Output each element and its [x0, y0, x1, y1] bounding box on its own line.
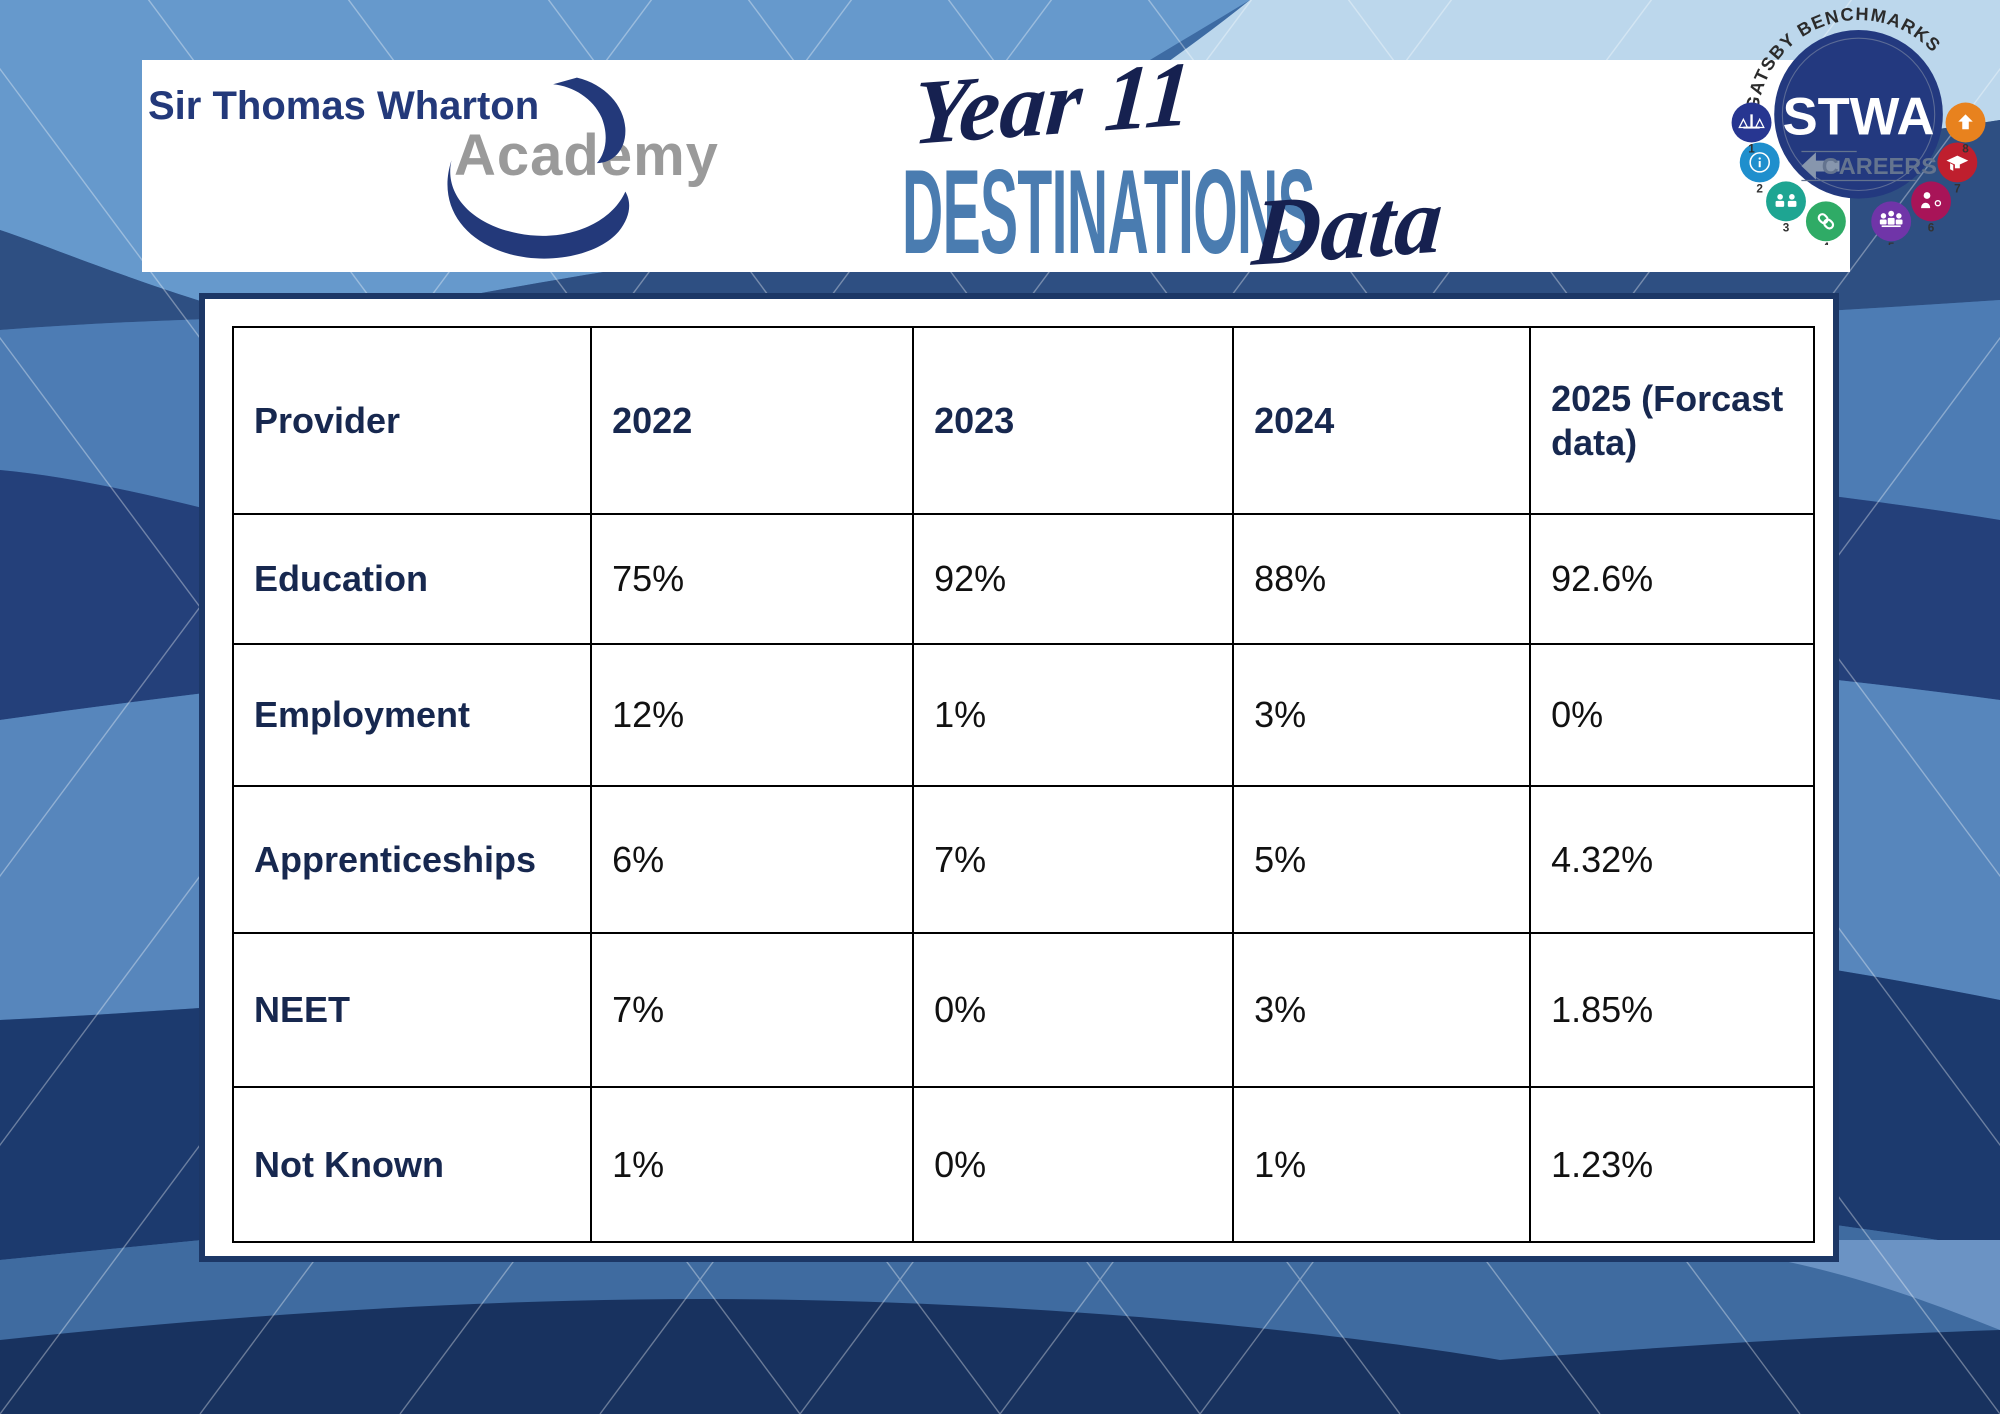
svg-text:6: 6 [1928, 221, 1935, 234]
svg-text:STWA: STWA [1783, 87, 1935, 146]
svg-text:8: 8 [1962, 142, 1969, 155]
svg-text:CAREERS: CAREERS [1822, 153, 1937, 179]
svg-text:3: 3 [1783, 221, 1790, 234]
svg-text:1: 1 [1748, 142, 1755, 155]
svg-text:5: 5 [1888, 241, 1895, 245]
svg-text:2: 2 [1756, 182, 1763, 195]
svg-text:7: 7 [1954, 182, 1961, 195]
svg-text:4: 4 [1823, 241, 1830, 245]
